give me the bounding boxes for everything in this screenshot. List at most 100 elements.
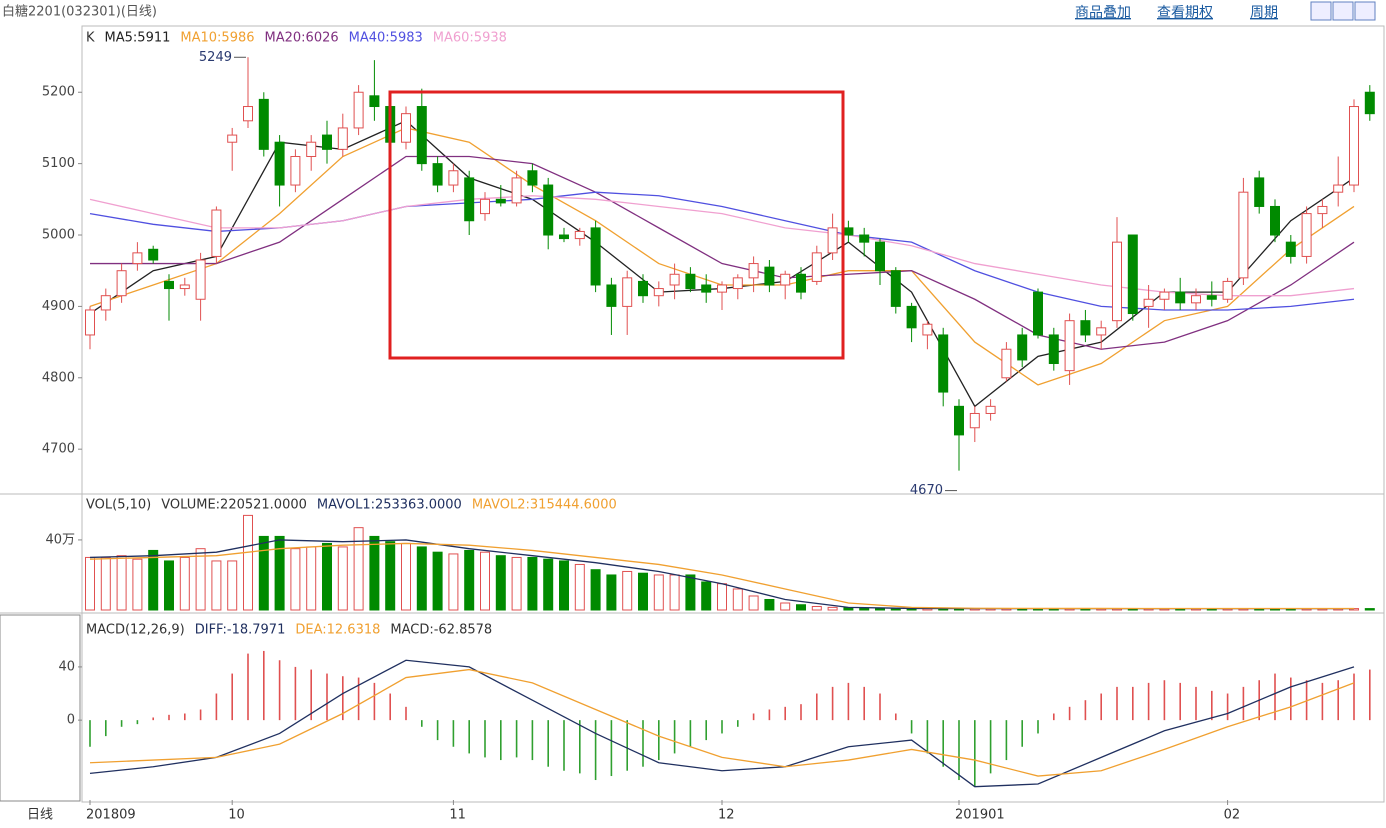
volume-bar: [511, 556, 522, 611]
candle-body: [164, 280, 174, 290]
volume-bar: [448, 553, 459, 611]
candle-body: [559, 234, 569, 240]
options-link[interactable]: 查看期权: [1157, 5, 1213, 21]
indicator-line: [89, 195, 1355, 297]
candle-body: [811, 252, 822, 282]
candle-body: [938, 334, 949, 393]
y-tick-label: 5100: [42, 156, 75, 171]
x-tick-label: 11: [449, 808, 466, 823]
y-tick-label: 0: [67, 713, 75, 728]
candle-body: [1001, 348, 1012, 379]
candle-body: [906, 305, 917, 329]
volume-bar: [1364, 608, 1375, 611]
max-annotation: 5249: [199, 50, 232, 65]
volume-bar: [748, 595, 759, 611]
volume-bar: [653, 574, 664, 611]
legend-entry: MAVOL1:253363.0000: [317, 498, 462, 513]
volume-bar: [116, 555, 127, 611]
x-tick-label: 12: [718, 808, 735, 823]
legend-entry: DIFF:-18.7971: [195, 623, 286, 638]
candle-body: [1206, 295, 1217, 300]
button[interactable]: [1354, 1, 1376, 21]
volume-bar: [432, 551, 443, 611]
legend-entry: VOL(5,10): [86, 498, 151, 513]
volume-bar: [401, 542, 411, 611]
candle-body: [401, 113, 411, 143]
y-tick-label: 4700: [42, 442, 75, 457]
nav-buttons[interactable]: [1310, 1, 1376, 21]
candle-body: [1285, 241, 1296, 257]
volume-bar: [385, 541, 396, 611]
candle-body: [495, 198, 506, 204]
candle-body: [258, 98, 269, 150]
button[interactable]: [1332, 1, 1354, 21]
candle-body: [511, 177, 522, 204]
volume-bar: [701, 581, 712, 611]
y-tick-label: 40: [58, 659, 75, 674]
period-link[interactable]: 周期: [1250, 5, 1278, 21]
candle-body: [179, 284, 190, 290]
legend-entry: DEA:12.6318: [295, 623, 380, 638]
candle-body: [1159, 291, 1170, 300]
legend-entry: K: [86, 31, 95, 46]
candle-body: [85, 309, 95, 336]
candle-body: [622, 277, 633, 307]
candle-body: [606, 284, 617, 307]
candle-body: [369, 95, 380, 108]
y-tick-label: 4800: [42, 370, 75, 385]
candle-body: [1270, 205, 1280, 236]
candle-body: [1096, 327, 1107, 336]
volume-bar: [464, 549, 475, 611]
legend-entry: MA40:5983: [349, 31, 423, 46]
candle-body: [574, 230, 585, 240]
candle-body: [669, 273, 680, 286]
candle-body: [1222, 280, 1233, 300]
period-label: 日线: [27, 808, 53, 823]
candle-body: [1033, 291, 1043, 336]
legend-entry: VOLUME:220521.0000: [161, 498, 307, 513]
candle-body: [543, 184, 554, 236]
candle-body: [432, 163, 443, 186]
volume-bar: [322, 542, 332, 611]
candle-body: [227, 134, 238, 143]
volume-bar: [164, 560, 174, 611]
candle-body: [1301, 213, 1312, 257]
volume-bar: [132, 558, 143, 611]
volume-bar: [243, 514, 253, 611]
indicator-line: [90, 155, 1355, 350]
volume-bar: [638, 572, 648, 611]
overlay-link[interactable]: 商品叠加: [1075, 5, 1131, 21]
candle-body: [638, 280, 648, 297]
candle-body: [1364, 91, 1375, 115]
candle-body: [717, 284, 727, 293]
candle-body: [416, 106, 427, 165]
legend-entry: MA5:5911: [105, 31, 171, 46]
button[interactable]: [1310, 1, 1332, 21]
candle-body: [1238, 191, 1249, 279]
indicator-line: [89, 668, 1355, 777]
candle-body: [1317, 205, 1328, 215]
legend-entry: MACD:-62.8578: [390, 623, 492, 638]
candle-body: [132, 252, 143, 265]
legend-entry: MAVOL2:315444.6000: [472, 498, 617, 513]
volume-bar: [780, 602, 791, 611]
y-tick-label: 5000: [42, 228, 75, 243]
x-tick-label: 10: [228, 808, 245, 823]
indicator-line: [89, 659, 1355, 788]
candle-body: [701, 284, 712, 293]
volume-bar: [622, 570, 633, 611]
volume-bar: [590, 569, 601, 611]
x-tick-label: 02: [1224, 808, 1241, 823]
volume-bar: [559, 560, 569, 611]
volume-bar: [843, 607, 854, 611]
y-tick-label: 5200: [42, 85, 75, 100]
volume-bar: [543, 558, 554, 611]
volume-bar: [369, 535, 380, 611]
candle-body: [1175, 291, 1186, 304]
volume-bar: [100, 556, 111, 611]
candle-body: [764, 266, 775, 286]
volume-bar: [258, 535, 269, 611]
window-title: 白糖2201(032301)(日线): [2, 4, 157, 20]
